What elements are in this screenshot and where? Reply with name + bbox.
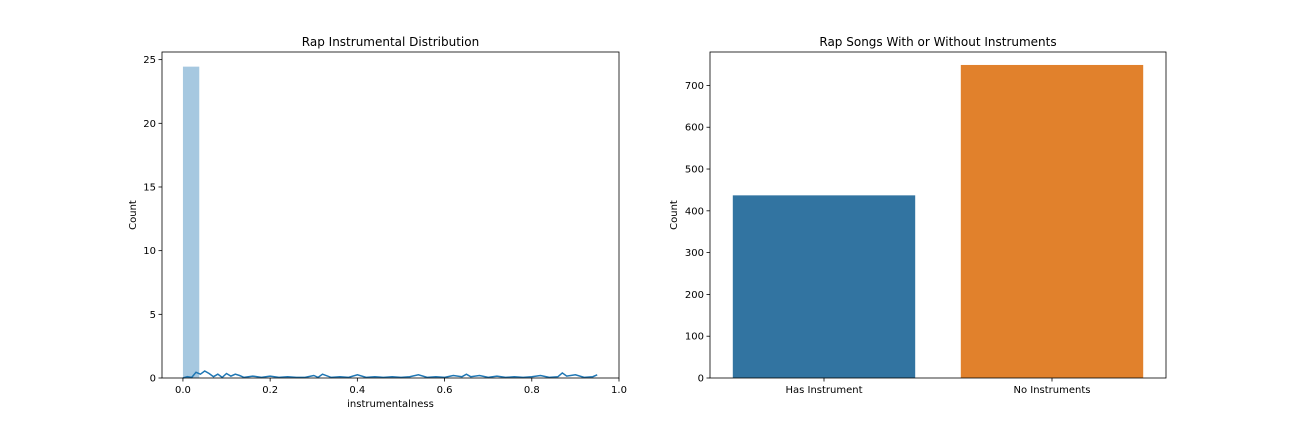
y-tick-label: 5 — [150, 310, 156, 321]
y-tick-label: 700 — [685, 81, 704, 92]
chart-title: Rap Songs With or Without Instruments — [819, 35, 1056, 49]
kde-line — [182, 370, 598, 379]
y-tick-label: 20 — [143, 119, 156, 130]
bar-marks — [732, 64, 1144, 378]
histogram-bar — [182, 66, 200, 378]
bar — [960, 64, 1144, 378]
y-tick-label: 100 — [685, 332, 704, 343]
plot-frame — [709, 51, 1167, 379]
x-tick-label: 0.4 — [349, 385, 365, 396]
x-tick-label: 0.0 — [175, 385, 191, 396]
x-tick-label: 0.6 — [437, 385, 453, 396]
y-tick-label: 200 — [685, 290, 704, 301]
y-axis-label: Count — [669, 200, 680, 230]
plot-frame — [161, 51, 620, 379]
category-label: Has Instrument — [785, 385, 862, 396]
histogram-chart: Rap Instrumental Distribution instrument… — [128, 35, 627, 410]
y-tick-label: 600 — [685, 123, 704, 134]
x-tick-label: 0.8 — [524, 385, 540, 396]
chart-title: Rap Instrumental Distribution — [302, 35, 479, 49]
y-tick-label: 25 — [143, 55, 156, 66]
y-tick-label: 0 — [698, 374, 704, 385]
y-tick-label: 15 — [143, 182, 156, 193]
histogram-marks — [182, 66, 598, 379]
x-axis-label: instrumentalness — [347, 399, 434, 410]
bar-ticks: Has Instrument No Instruments 0 100 200 300 40… — [685, 81, 1091, 396]
x-tick-label: 0.2 — [262, 385, 278, 396]
histogram-ticks: 0.0 0.2 0.4 0.6 0.8 1.0 0 5 10 15 20 25 — [143, 55, 627, 396]
y-tick-label: 500 — [685, 165, 704, 176]
category-label: No Instruments — [1013, 385, 1090, 396]
y-tick-label: 10 — [143, 246, 156, 257]
y-axis-label: Count — [128, 200, 139, 230]
y-tick-label: 300 — [685, 248, 704, 259]
bar-chart: Rap Songs With or Without Instruments Co… — [669, 35, 1167, 396]
y-tick-label: 400 — [685, 206, 704, 217]
bar — [732, 195, 916, 378]
x-tick-label: 1.0 — [611, 385, 627, 396]
y-tick-label: 0 — [150, 374, 156, 385]
